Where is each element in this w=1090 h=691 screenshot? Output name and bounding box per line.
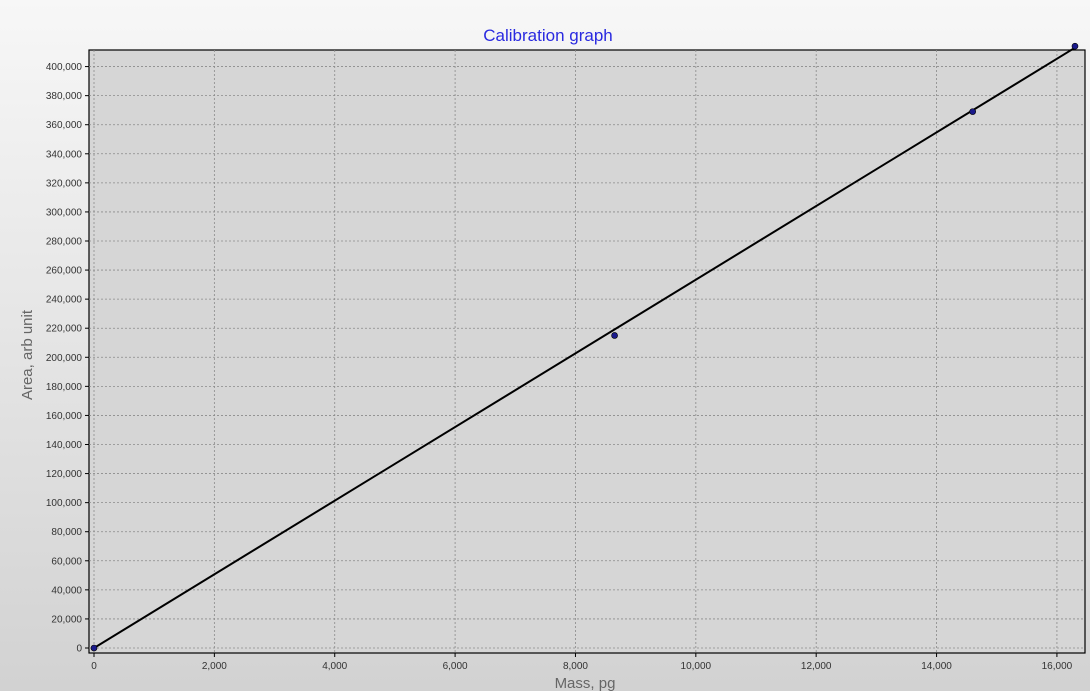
y-tick-label: 60,000 [51,556,82,567]
x-tick-label: 4,000 [322,661,347,672]
chart-title: Calibration graph [483,26,612,45]
x-tick-label: 8,000 [563,661,588,672]
calibration-fit-line [93,46,1076,649]
y-axis-ticks: 0 20,000 40,000 60,000 80,000 100,000 120,000 1… [46,62,89,655]
y-tick-label: 100,000 [46,498,83,509]
calibration-data-point [90,644,98,652]
x-tick-label: 10,000 [681,661,712,672]
y-tick-label: 180,000 [46,382,83,393]
y-tick-label: 200,000 [46,353,83,364]
y-tick-label: 380,000 [46,91,83,102]
y-tick-label: 320,000 [46,178,83,189]
calibration-data-point [1071,42,1079,50]
y-tick-label: 280,000 [46,237,83,248]
y-axis-label: Area, arb unit [19,309,36,400]
y-tick-label: 340,000 [46,149,83,160]
y-tick-label: 220,000 [46,324,83,335]
y-tick-label: 360,000 [46,120,83,131]
y-tick-label: 240,000 [46,295,83,306]
x-tick-label: 16,000 [1042,661,1073,672]
x-axis-ticks: 0 2,000 4,000 6,000 8,000 10,000 12,000 14,000 1… [91,653,1073,672]
y-tick-label: 120,000 [46,469,83,480]
x-tick-label: 6,000 [443,661,468,672]
plot-area [88,49,1086,654]
calibration-data-point [611,332,618,339]
y-tick-label: 260,000 [46,266,83,277]
y-tick-label: 40,000 [51,585,82,596]
x-axis-label: Mass, pg [555,675,616,691]
grid-lines [89,50,1085,653]
y-tick-label: 400,000 [46,62,83,73]
y-tick-label: 80,000 [51,527,82,538]
y-tick-label: 140,000 [46,440,83,451]
y-tick-label: 20,000 [51,614,82,625]
y-tick-label: 300,000 [46,207,83,218]
chart-marks [90,42,1079,652]
y-tick-label: 0 [76,644,82,655]
y-tick-label: 160,000 [46,411,83,422]
calibration-data-point [969,108,976,115]
x-tick-label: 12,000 [801,661,832,672]
x-tick-label: 2,000 [202,661,227,672]
x-tick-label: 0 [91,661,97,672]
x-tick-label: 14,000 [921,661,952,672]
